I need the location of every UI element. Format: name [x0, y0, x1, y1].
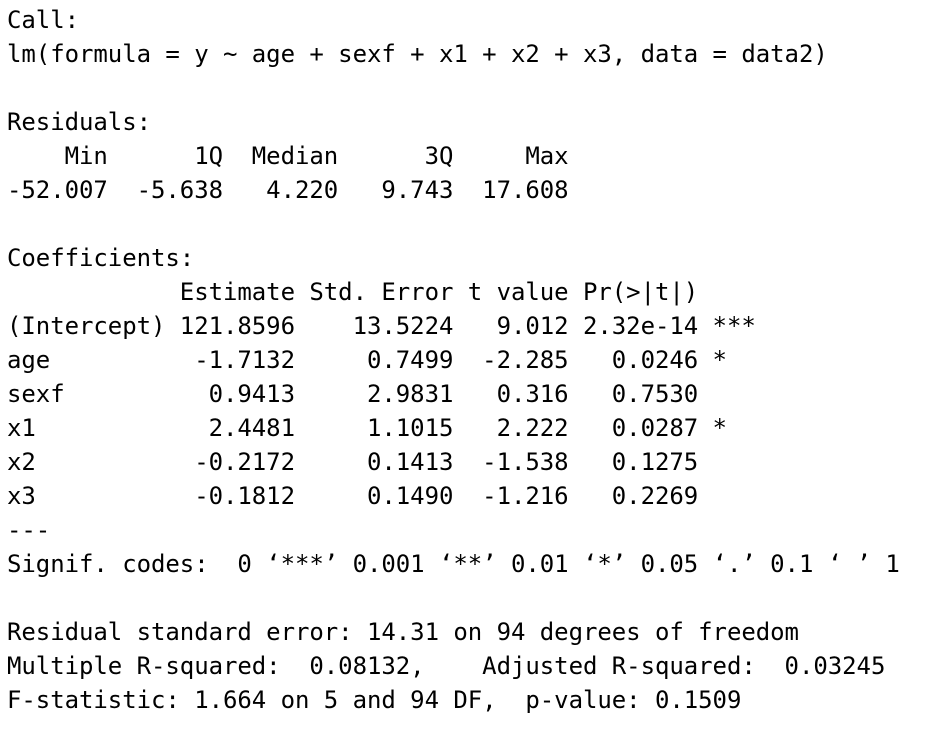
coefficient-row-intercept: (Intercept) 121.8596 13.5224 9.012 2.32e… [7, 312, 756, 340]
residual-standard-error: Residual standard error: 14.31 on 94 deg… [7, 618, 799, 646]
residuals-values: -52.007 -5.638 4.220 9.743 17.608 [7, 176, 583, 204]
residuals-header: Min 1Q Median 3Q Max [7, 142, 583, 170]
coefficient-row-age: age -1.7132 0.7499 -2.285 0.0246 * [7, 346, 756, 374]
r-squared: Multiple R-squared: 0.08132, Adjusted R-… [7, 652, 900, 680]
coefficients-label: Coefficients: [7, 244, 195, 272]
call-formula: lm(formula = y ~ age + sexf + x1 + x2 + … [7, 40, 828, 68]
blank-line [7, 581, 900, 615]
signif-codes: Signif. codes: 0 ‘***’ 0.001 ‘**’ 0.01 ‘… [7, 550, 900, 578]
coefficient-row-x3: x3 -0.1812 0.1490 -1.216 0.2269 [7, 482, 756, 510]
call-label: Call: [7, 6, 79, 34]
blank-line [7, 71, 900, 105]
coefficients-header: Estimate Std. Error t value Pr(>|t|) [7, 278, 756, 306]
f-statistic: F-statistic: 1.664 on 5 and 94 DF, p-val… [7, 686, 742, 714]
coefficient-row-x2: x2 -0.2172 0.1413 -1.538 0.1275 [7, 448, 756, 476]
coefficient-row-sexf: sexf 0.9413 2.9831 0.316 0.7530 [7, 380, 756, 408]
r-console-output: Call: lm(formula = y ~ age + sexf + x1 +… [7, 3, 900, 717]
coefficient-row-x1: x1 2.4481 1.1015 2.222 0.0287 * [7, 414, 756, 442]
separator: --- [7, 516, 51, 544]
residuals-label: Residuals: [7, 108, 151, 136]
blank-line [7, 207, 900, 241]
